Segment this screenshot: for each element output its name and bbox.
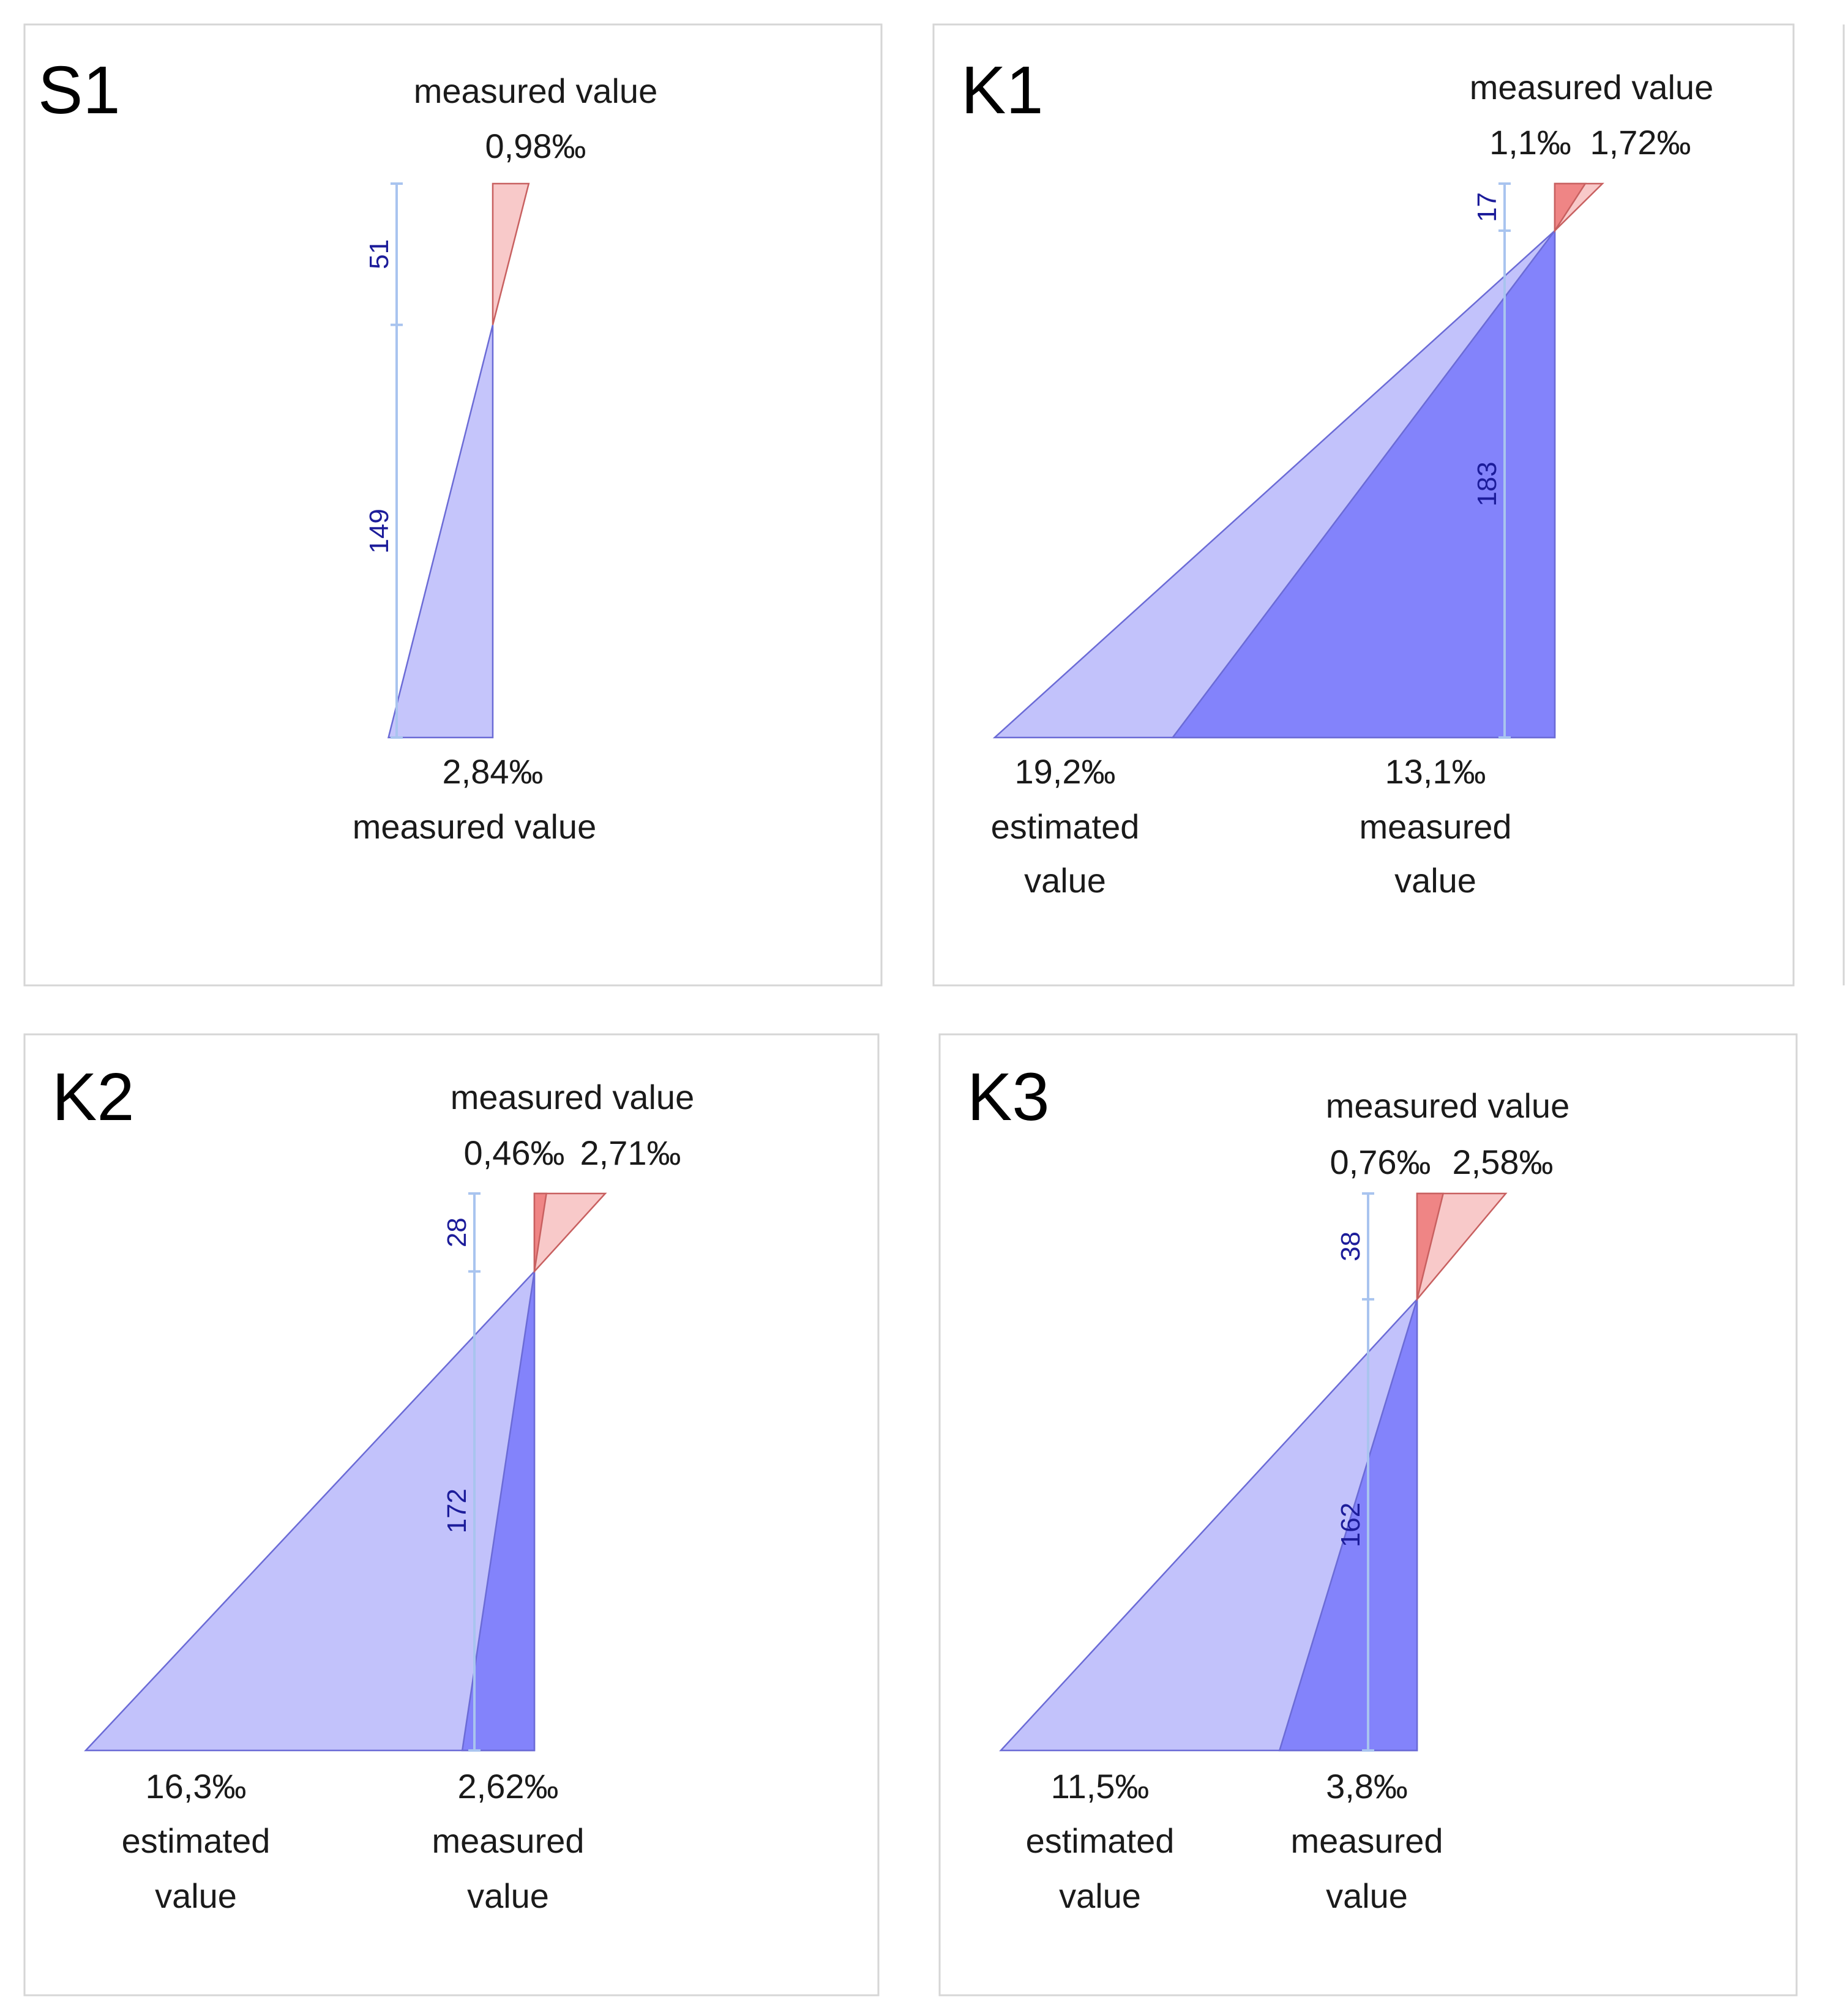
bottom-measured-value: 3,8‰ bbox=[1326, 1767, 1408, 1806]
top-measured-value: 0,98‰ bbox=[485, 127, 586, 165]
measured-tension-triangle bbox=[492, 182, 530, 326]
panel-k3: K3 38 162 measured value 0,76‰ 2,58‰ 11,5‰ esti… bbox=[938, 1033, 1798, 1996]
bottom-estimated-caption: estimated bbox=[1026, 1821, 1175, 1860]
panel-k1: K1 17 183 measured value 1,1‰ 1,72‰ 19,2‰ estim… bbox=[932, 23, 1795, 987]
lower-depth-label: 149 bbox=[364, 509, 394, 553]
top-estimated-value: 1,72‰ bbox=[1590, 123, 1691, 162]
bottom-estimated-caption: value bbox=[155, 1877, 237, 1915]
measured-compression-triangle bbox=[1171, 228, 1556, 739]
panel-k2: K2 28 172 measured value 0,46‰ 2,71‰ 16,3‰ esti… bbox=[23, 1033, 880, 1996]
bottom-estimated-caption: estimated bbox=[122, 1821, 271, 1860]
panel-title: S1 bbox=[38, 53, 121, 128]
measured-tension-triangle bbox=[533, 1192, 548, 1272]
top-measured-value: 1,1‰ bbox=[1489, 123, 1571, 162]
panel-title: K1 bbox=[961, 53, 1044, 128]
top-caption: measured value bbox=[1470, 68, 1713, 106]
bottom-estimated-caption: estimated bbox=[991, 807, 1140, 846]
bottom-measured-caption: measured value bbox=[353, 807, 596, 846]
bottom-measured-value: 2,84‰ bbox=[443, 752, 544, 791]
panel-s1: S1 51 149 measured value 0,98‰ 2,84‰ measured … bbox=[23, 23, 883, 987]
panel-title: K2 bbox=[52, 1059, 135, 1135]
measured-compression-triangle bbox=[387, 324, 494, 739]
measured-compression-triangle bbox=[1278, 1299, 1418, 1752]
bottom-measured-caption: measured bbox=[1359, 807, 1511, 846]
bottom-estimated-value: 11,5‰ bbox=[1051, 1767, 1150, 1806]
bottom-estimated-value: 16,3‰ bbox=[146, 1767, 247, 1806]
bottom-measured-caption: measured bbox=[1290, 1821, 1443, 1860]
measured-tension-triangle bbox=[1554, 182, 1587, 234]
top-estimated-value: 2,71‰ bbox=[580, 1134, 681, 1172]
measured-tension-triangle bbox=[1416, 1192, 1445, 1300]
top-caption: measured value bbox=[451, 1078, 694, 1116]
panel-title: K3 bbox=[967, 1059, 1050, 1135]
top-caption: measured value bbox=[414, 72, 657, 110]
bottom-measured-caption: value bbox=[1394, 861, 1476, 900]
bottom-measured-value: 2,62‰ bbox=[458, 1767, 559, 1806]
upper-depth-label: 51 bbox=[364, 239, 394, 269]
measured-compression-triangle bbox=[461, 1271, 536, 1752]
top-caption: measured value bbox=[1326, 1086, 1569, 1125]
upper-depth-label: 38 bbox=[1336, 1231, 1366, 1261]
bottom-measured-caption: value bbox=[467, 1877, 549, 1915]
lower-depth-label: 162 bbox=[1336, 1503, 1366, 1547]
upper-depth-label: 28 bbox=[442, 1217, 472, 1247]
bottom-measured-caption: measured bbox=[432, 1821, 584, 1860]
bottom-estimated-caption: value bbox=[1059, 1877, 1141, 1915]
upper-depth-label: 17 bbox=[1472, 192, 1502, 222]
bottom-estimated-value: 19,2‰ bbox=[1015, 752, 1116, 791]
bottom-measured-caption: value bbox=[1326, 1877, 1408, 1915]
bottom-measured-value: 13,1‰ bbox=[1385, 752, 1486, 791]
lower-depth-label: 172 bbox=[442, 1488, 472, 1533]
bottom-estimated-caption: value bbox=[1024, 861, 1106, 900]
lower-depth-label: 183 bbox=[1472, 461, 1502, 506]
top-measured-value: 0,76‰ bbox=[1330, 1143, 1431, 1181]
top-estimated-value: 2,58‰ bbox=[1453, 1143, 1554, 1181]
top-measured-value: 0,46‰ bbox=[464, 1134, 565, 1172]
